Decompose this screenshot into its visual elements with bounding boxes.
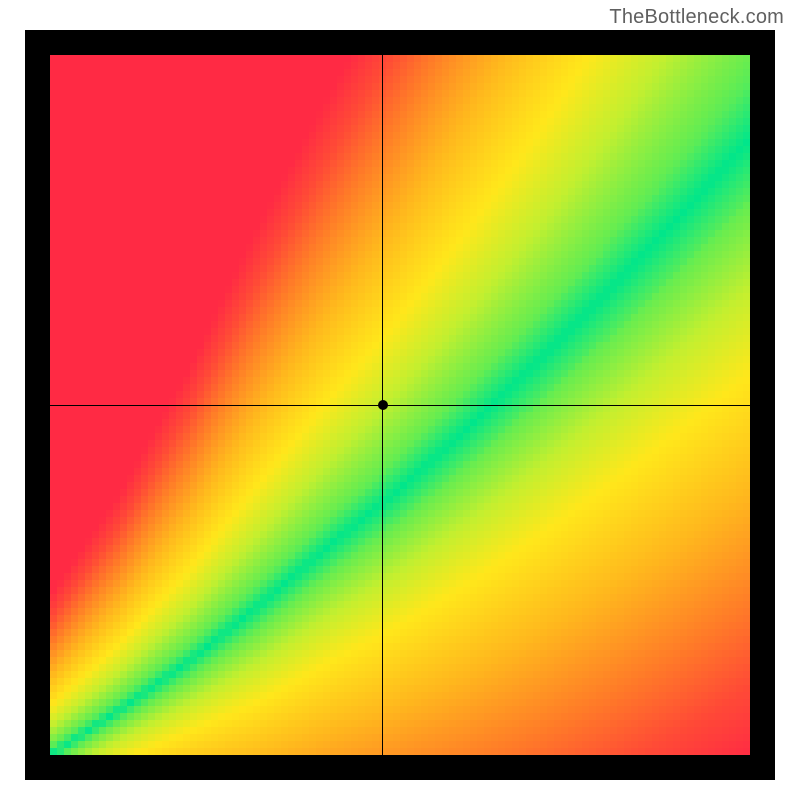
chart-container: TheBottleneck.com (0, 0, 800, 800)
selection-marker-dot (378, 400, 388, 410)
watermark-text: TheBottleneck.com (609, 6, 784, 29)
crosshair-horizontal (50, 405, 750, 406)
